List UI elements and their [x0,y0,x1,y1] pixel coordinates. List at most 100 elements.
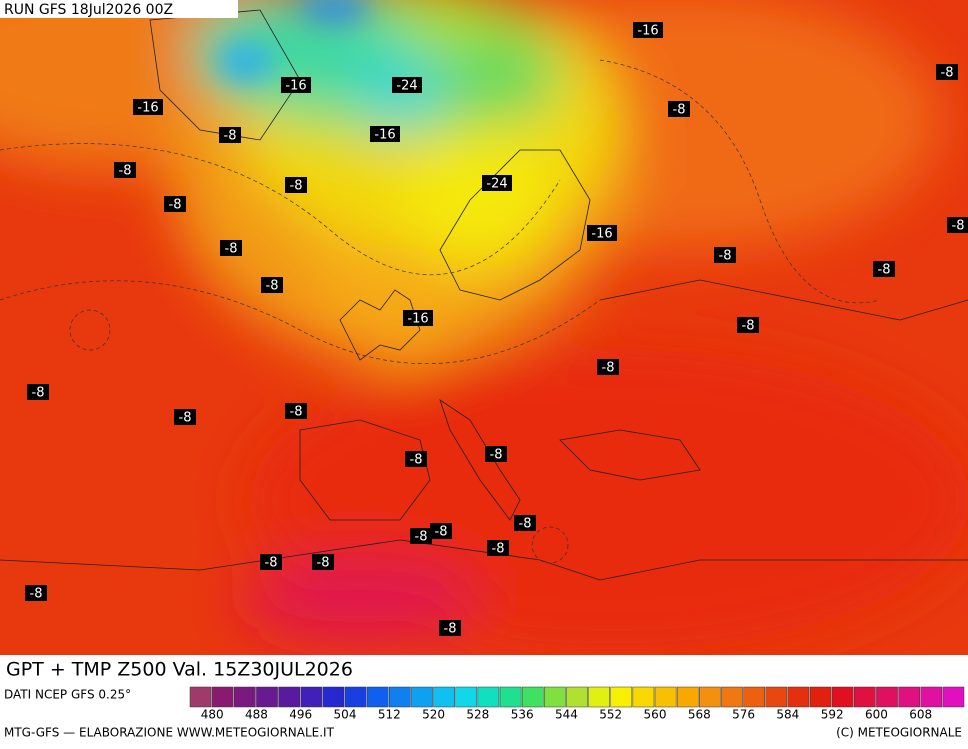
label-box [714,247,736,263]
temperature-label: -8 [169,198,182,213]
swatch [189,686,212,708]
label-box [405,451,427,467]
scale-label: 496 [289,708,312,722]
swatch [322,686,345,708]
temperature-label: -8 [290,179,303,194]
swatch [477,686,500,708]
label-box [174,409,196,425]
label-box [737,317,759,333]
temperature-label: -16 [637,24,658,39]
temperature-label: -8 [224,129,237,144]
label-box [439,620,461,636]
swatch [765,686,788,708]
swatch [521,686,544,708]
scale-label: 504 [334,708,357,722]
label-box [597,359,619,375]
swatch [366,686,389,708]
swatch [566,686,588,708]
swatch [211,686,234,708]
temperature-label: -8 [30,587,43,602]
swatch [455,686,478,708]
scale-label: 480 [201,708,224,722]
temperature-label: -8 [265,556,278,571]
scale-label: 592 [821,708,844,722]
scale-label: 528 [466,708,489,722]
temperature-label: -8 [519,517,532,532]
swatch [389,686,411,708]
label-box [392,77,422,93]
swatch [942,686,965,708]
temperature-label: -16 [137,101,158,116]
scale-label: 520 [422,708,445,722]
swatch [809,686,832,708]
label-box [27,384,49,400]
swatch [831,686,854,708]
label-box [936,64,958,80]
scale-label: 584 [776,708,799,722]
label-box [285,177,307,193]
header-box [0,0,238,18]
scale-label: 560 [644,708,667,722]
temperature-label: -24 [396,79,417,94]
temperature-label: -8 [602,361,615,376]
label-box [25,585,47,601]
scale-label: 608 [909,708,932,722]
swatch [898,686,920,708]
color-scale: 480 488 496 504 512 520 528 536 544 552 560 568 576 5… [189,686,965,722]
swatch [256,686,278,708]
scale-label: 536 [511,708,534,722]
label-box [164,196,186,212]
label-box [260,554,282,570]
temperature-label: -8 [32,386,45,401]
label-box [219,127,241,143]
label-box [133,99,163,115]
footer-left: MTG-GFS — ELABORAZIONE WWW.METEOGIORNALE… [4,726,335,740]
temperature-label: -8 [290,405,303,420]
swatch [610,686,633,708]
source: DATI NCEP GFS 0.25° [4,688,131,702]
title-box [0,656,412,684]
label-box [370,126,400,142]
scale-label: 600 [865,708,888,722]
temperature-label: -8 [225,242,238,257]
temperature-label: -8 [941,66,954,81]
temperature-label: -8 [179,411,192,426]
label-box [873,261,895,277]
temperature-label: -8 [444,622,457,637]
label-box [410,528,432,544]
temperature-label: -8 [492,542,505,557]
swatch [632,686,655,708]
run-label: RUN GFS 18Jul2026 00Z [4,2,173,18]
swatch [854,686,876,708]
swatch [876,686,898,708]
swatch [721,686,743,708]
temperature-label: -8 [266,279,279,294]
temperature-label: -24 [486,177,507,192]
swatch [676,686,699,708]
temperature-label: -8 [435,525,448,540]
swatch [344,686,367,708]
temperature-label: -8 [490,448,503,463]
swatch [300,686,323,708]
scale-label: 568 [688,708,711,722]
temperature-label: -8 [119,164,132,179]
swatch [920,686,943,708]
swatch [544,686,566,708]
swatch [787,686,810,708]
temperature-label: -8 [410,453,423,468]
scale-label: 576 [732,708,755,722]
temperature-label: -16 [591,227,612,242]
label-box [485,446,507,462]
scale-label: 544 [555,708,578,722]
label-box [633,22,663,38]
label-box [514,515,536,531]
label-box [220,240,242,256]
label-box [281,77,311,93]
footer-right: (C) METEOGIORNALE [836,726,962,740]
swatch [234,686,256,708]
label-box [312,554,334,570]
temperature-label: -8 [673,103,686,118]
swatch [411,686,433,708]
swatch [588,686,610,708]
